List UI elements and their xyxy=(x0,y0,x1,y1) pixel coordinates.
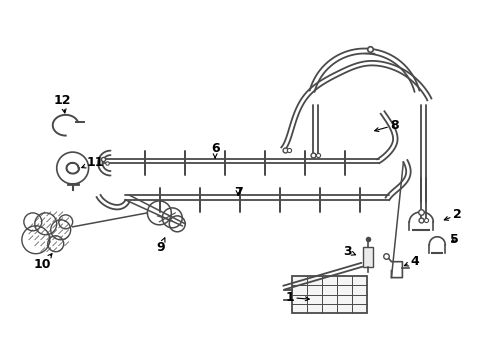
Text: 3: 3 xyxy=(343,245,356,258)
Text: 8: 8 xyxy=(375,119,399,132)
Text: 4: 4 xyxy=(404,255,419,268)
Text: 1: 1 xyxy=(286,291,309,304)
Bar xyxy=(363,247,372,267)
Text: 10: 10 xyxy=(34,254,52,271)
Text: 12: 12 xyxy=(54,94,72,113)
Bar xyxy=(293,276,367,314)
Text: 7: 7 xyxy=(234,186,243,199)
Text: 2: 2 xyxy=(444,208,462,221)
Text: 9: 9 xyxy=(156,238,165,254)
Text: 11: 11 xyxy=(82,156,104,168)
Text: 6: 6 xyxy=(211,141,220,158)
Text: 5: 5 xyxy=(450,233,459,246)
